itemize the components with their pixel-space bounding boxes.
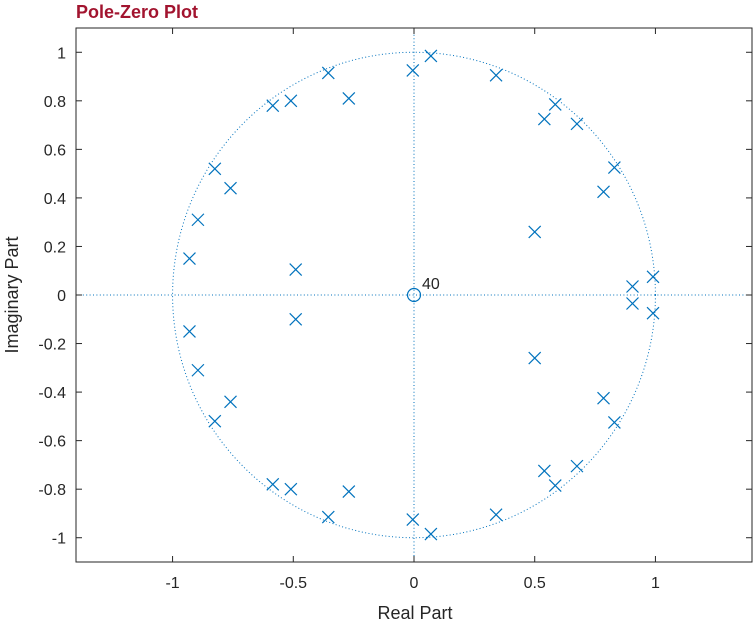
y-tick-label: -0.8 — [38, 482, 66, 499]
pole-marker — [284, 94, 298, 108]
data-marks: 40 — [183, 49, 660, 541]
pole-marker — [646, 306, 660, 320]
x-tick-label: 0.5 — [524, 575, 546, 592]
x-tick-label: 1 — [651, 575, 660, 592]
pole-marker — [191, 213, 205, 227]
y-tick-label: 0.6 — [44, 142, 66, 159]
pole-marker — [570, 117, 584, 131]
x-axis-label: Real Part — [377, 603, 452, 623]
y-tick-label: 0.8 — [44, 94, 66, 111]
pole-marker — [284, 482, 298, 496]
pole-marker — [597, 185, 610, 199]
pole-marker — [342, 485, 356, 499]
x-tick-label: -1 — [165, 575, 179, 592]
zero-marker — [406, 287, 422, 303]
pole-marker — [424, 527, 438, 541]
pole-marker — [597, 391, 610, 405]
y-tick-label: 0 — [57, 288, 66, 305]
pole-marker — [528, 351, 542, 365]
pole-marker — [342, 91, 356, 105]
pole-marker — [183, 324, 196, 338]
x-tick-label: 0 — [410, 575, 419, 592]
y-tick-label: -0.6 — [38, 434, 66, 451]
pole-marker — [289, 263, 303, 276]
x-tick-label: -0.5 — [279, 575, 307, 592]
pole-marker — [424, 49, 438, 63]
pole-marker — [321, 510, 335, 524]
pole-marker — [191, 363, 205, 377]
pole-marker — [208, 162, 222, 176]
y-tick-label: 1 — [57, 45, 66, 62]
pole-marker — [548, 479, 562, 492]
unit-circle — [172, 51, 656, 539]
x-axis-ticks: -1 -0.5 0 0.5 1 — [165, 28, 660, 592]
pole-marker — [406, 513, 420, 526]
pole-marker — [208, 414, 222, 428]
pole-marker — [224, 395, 237, 409]
pole-marker — [626, 280, 639, 293]
pole-marker — [570, 459, 584, 473]
reference-lines — [76, 28, 752, 562]
pole-marker — [266, 99, 280, 113]
pole-marker — [646, 270, 660, 284]
pole-marker — [607, 161, 621, 174]
y-tick-label: -0.2 — [38, 337, 66, 354]
pole-marker — [548, 98, 562, 111]
y-tick-label: 0.4 — [44, 191, 66, 208]
pole-marker — [289, 312, 303, 326]
y-tick-label: 0.2 — [44, 239, 66, 256]
pole-marker — [489, 68, 503, 82]
pole-marker — [537, 112, 551, 126]
pole-marker — [266, 477, 280, 491]
plot-area: 40 — [75, 27, 753, 563]
pole-marker — [607, 416, 621, 429]
y-axis-ticks: -1 -0.8 -0.6 -0.4 -0.2 0 0.2 0.4 0.6 0.8 1 — [38, 45, 752, 548]
pole-marker — [406, 64, 420, 77]
y-axis-label: Imaginary Part — [2, 236, 22, 353]
pole-marker — [489, 508, 503, 522]
pole-marker — [528, 225, 542, 239]
y-tick-label: -0.4 — [38, 385, 66, 402]
pole-marker — [626, 297, 639, 310]
pole-marker — [224, 181, 237, 195]
zero-multiplicity-label: 40 — [422, 276, 440, 293]
chart-title: Pole-Zero Plot — [76, 2, 198, 22]
pole-marker — [183, 252, 196, 266]
plot-frame — [75, 27, 753, 563]
pole-marker — [537, 464, 551, 478]
pole-marker — [321, 66, 335, 80]
y-tick-label: -1 — [52, 531, 66, 548]
